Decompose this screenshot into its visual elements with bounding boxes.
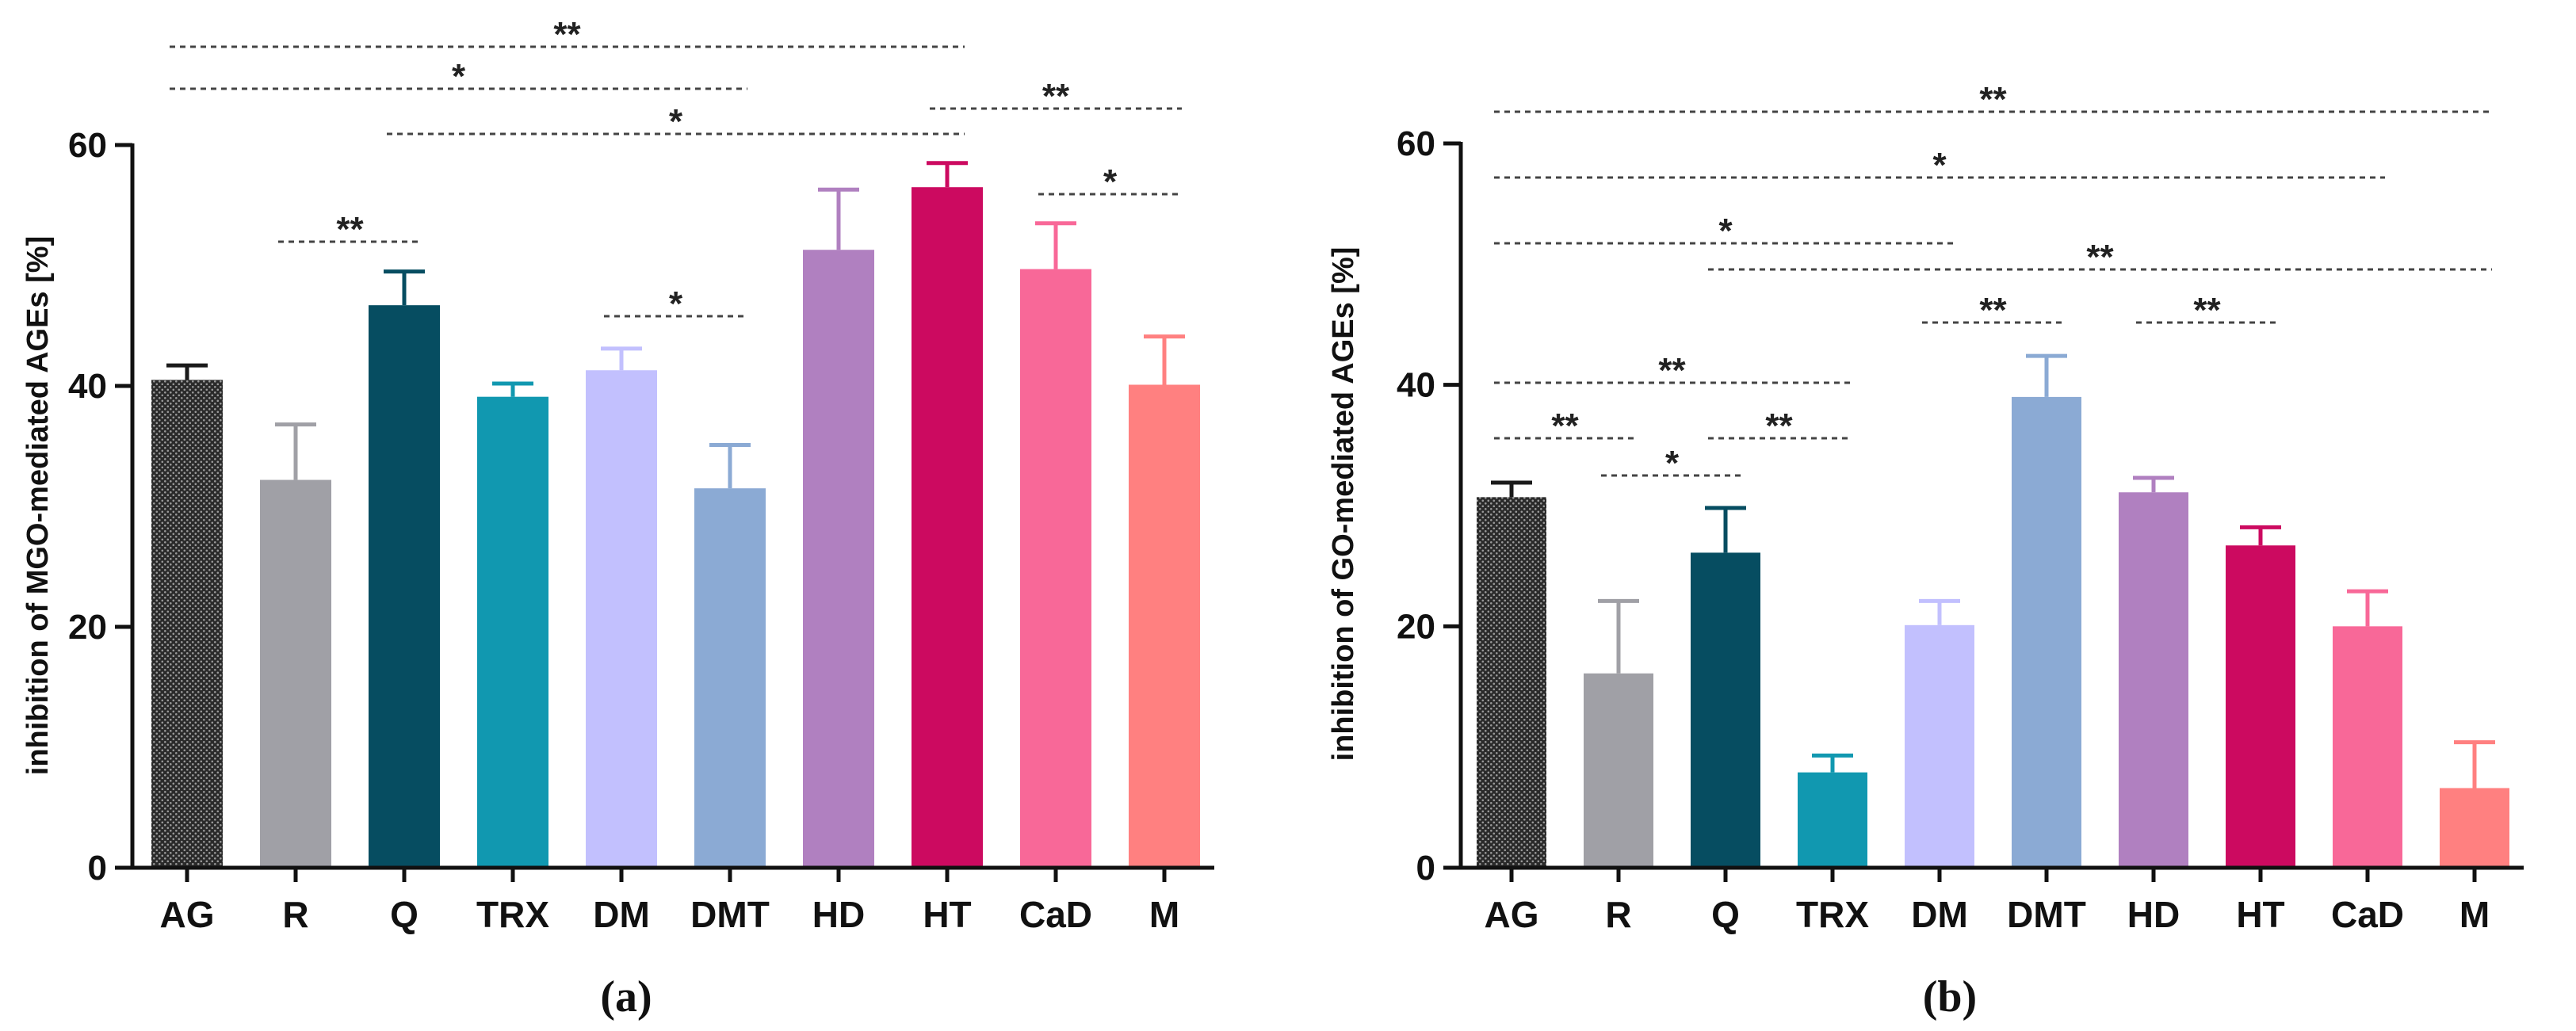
significance-label: ** bbox=[1765, 407, 1793, 445]
significance-label: ** bbox=[336, 210, 364, 249]
x-tick-label: TRX bbox=[476, 894, 549, 935]
bar-r bbox=[260, 479, 331, 868]
y-tick-label: 40 bbox=[1397, 366, 1435, 405]
x-tick-label: AG bbox=[1485, 894, 1539, 935]
significance-label: * bbox=[1932, 146, 1947, 185]
x-tick-label: HD bbox=[812, 894, 865, 935]
bar-trx bbox=[477, 396, 548, 868]
x-tick-label: R bbox=[282, 894, 308, 935]
significance-label: * bbox=[669, 284, 683, 323]
significance-label: ** bbox=[2086, 238, 2114, 277]
significance-annotations: ******** ********* bbox=[1494, 80, 2492, 483]
significance-label: * bbox=[452, 57, 466, 96]
bar-m bbox=[1129, 384, 1200, 869]
y-tick-label: 20 bbox=[68, 608, 107, 647]
bar-hd bbox=[803, 250, 874, 868]
bar-cad bbox=[1020, 269, 1091, 868]
x-tick-label: DM bbox=[593, 894, 650, 935]
y-tick-label: 0 bbox=[88, 849, 107, 888]
x-tick-label: M bbox=[2459, 894, 2490, 935]
bar-dm bbox=[1905, 624, 1974, 868]
y-tick-label: 20 bbox=[1397, 607, 1435, 646]
x-tick-label: CaD bbox=[1019, 894, 1092, 935]
x-tick-label: HT bbox=[2236, 894, 2284, 935]
significance-label: ** bbox=[1658, 351, 1686, 390]
bar-m bbox=[2440, 788, 2509, 868]
x-tick-label: HD bbox=[2127, 894, 2180, 935]
bar-dm bbox=[586, 370, 657, 868]
significance-label: ** bbox=[1979, 80, 2007, 119]
y-tick-label: 40 bbox=[68, 367, 107, 406]
bar-series bbox=[1477, 353, 2509, 868]
bar-r bbox=[1584, 673, 1653, 868]
significance-label: ** bbox=[1979, 291, 2007, 330]
bar-dmt bbox=[2012, 396, 2081, 868]
bar-hd bbox=[2119, 492, 2188, 868]
y-axis-title: inhibition of GO-mediated AGEs [%] bbox=[1327, 247, 1360, 762]
y-axis-title: inhibition of MGO-mediated AGEs [%] bbox=[21, 236, 55, 775]
significance-label: * bbox=[1665, 444, 1680, 483]
x-tick-label: M bbox=[1149, 894, 1179, 935]
y-axis: 0 20 40 60 bbox=[68, 126, 1214, 888]
x-tick-label: HT bbox=[923, 894, 971, 935]
significance-label: ** bbox=[1551, 407, 1579, 445]
significance-annotations: ********** bbox=[170, 15, 1182, 323]
x-tick-label: Q bbox=[1711, 894, 1740, 935]
significance-label: ** bbox=[553, 15, 581, 54]
panel-label: (b) bbox=[1923, 972, 1977, 1021]
y-tick-label: 60 bbox=[68, 126, 107, 165]
y-axis: 0 20 40 60 bbox=[1397, 124, 2524, 888]
x-tick-label: AG bbox=[160, 894, 215, 935]
x-axis-labels: AG R Q TRX DM DMT HD HT CaD M bbox=[160, 868, 1179, 935]
significance-label: * bbox=[1718, 212, 1733, 250]
y-tick-label: 0 bbox=[1416, 849, 1435, 888]
bar-trx bbox=[1798, 772, 1867, 868]
bar-series bbox=[151, 161, 1200, 869]
significance-label: ** bbox=[1042, 77, 1070, 116]
bar-ag bbox=[1477, 497, 1546, 868]
x-tick-label: DM bbox=[1911, 894, 1968, 935]
bar-q bbox=[1691, 552, 1760, 868]
bar-q bbox=[369, 305, 440, 868]
panel-label: (a) bbox=[600, 972, 652, 1021]
significance-label: ** bbox=[2193, 291, 2221, 330]
x-tick-label: R bbox=[1605, 894, 1631, 935]
significance-label: * bbox=[669, 102, 683, 141]
significance-label: * bbox=[1103, 162, 1118, 201]
x-tick-label: DMT bbox=[2007, 894, 2086, 935]
x-axis-labels: AG R Q TRX DM DMT HD HT CaD M bbox=[1485, 868, 2490, 935]
x-tick-label: Q bbox=[390, 894, 419, 935]
bar-cad bbox=[2333, 626, 2402, 868]
bar-ag bbox=[151, 380, 223, 868]
y-tick-label: 60 bbox=[1397, 124, 1435, 163]
x-tick-label: TRX bbox=[1796, 894, 1869, 935]
x-tick-label: DMT bbox=[690, 894, 770, 935]
bar-ht bbox=[912, 187, 983, 868]
bar-ht bbox=[2226, 545, 2295, 868]
x-tick-label: CaD bbox=[2331, 894, 2404, 935]
bar-dmt bbox=[694, 488, 766, 868]
